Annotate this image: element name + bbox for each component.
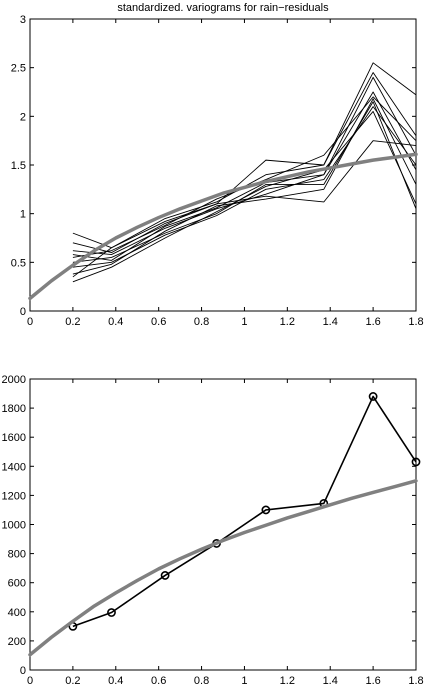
y-tick-label: 0: [20, 665, 26, 677]
variogram-series-line: [72, 62, 417, 249]
y-tick-label: 3: [20, 14, 26, 26]
x-tick-label: 1: [241, 316, 247, 328]
x-tick-label: 1.6: [365, 316, 380, 328]
chart-title: standardized. variograms for rain−residu…: [117, 2, 329, 14]
fitted-model-curve: [28, 479, 418, 657]
y-tick-label: 1200: [2, 490, 26, 502]
variogram-series-line: [72, 140, 417, 278]
x-tick-label: 1.8: [408, 675, 423, 685]
x-tick-label: 1.2: [280, 316, 295, 328]
y-tick-label: 600: [8, 578, 26, 590]
y-tick-label: 2: [20, 111, 26, 123]
x-tick-label: 0.6: [151, 316, 166, 328]
x-tick-label: 0: [27, 316, 33, 328]
plot-frame: [29, 18, 417, 312]
variogram-series-line: [72, 72, 417, 254]
y-tick-label: 2.5: [11, 63, 26, 75]
y-tick-label: 1400: [2, 461, 26, 473]
y-tick-label: 1000: [2, 520, 26, 532]
variogram-point-marker: [411, 457, 421, 467]
top-variogram-plot: 0 0.2 0.4 0.6 0.8 1 1.2 1.4 1.6 1.8 0 0.5 1 1.5 2 2.5 3: [11, 14, 424, 328]
y-tick-label: 1: [20, 209, 26, 221]
y-tick-label: 0: [20, 306, 26, 318]
x-tick-label: 0.4: [108, 316, 123, 328]
x-tick-label: 0.6: [151, 675, 166, 685]
y-tick-label: 1600: [2, 432, 26, 444]
x-tick-label: 0.2: [65, 316, 80, 328]
y-tick-label: 200: [8, 636, 26, 648]
variogram-point-marker: [261, 505, 271, 515]
y-tick-label: 1.5: [11, 160, 26, 172]
x-tick-label: 1.4: [323, 316, 338, 328]
variogram-series-line: [72, 91, 417, 261]
x-tick-label: 0.2: [65, 675, 80, 685]
y-tick-label: 800: [8, 549, 26, 561]
variogram-point-marker: [368, 392, 378, 401]
variogram-point-marker: [107, 608, 116, 617]
y-tick-label: 400: [8, 607, 26, 619]
x-tick-label: 1.8: [408, 316, 423, 328]
x-tick-label: 0.4: [108, 675, 123, 685]
bottom-variogram-plot: 0 0.2 0.4 0.6 0.8 1 1.2 1.4 1.6 1.8 0 200 400 600 800 1…: [2, 374, 424, 685]
fitted-model-curve: [28, 152, 418, 301]
x-tick-label: 0: [27, 675, 33, 685]
variogram-point-marker: [160, 571, 170, 580]
x-tick-label: 0.8: [194, 316, 209, 328]
x-tick-label: 1: [241, 675, 247, 685]
variogram-series-line: [72, 98, 417, 275]
x-tick-label: 1.2: [280, 675, 295, 685]
variogram-series-line: [72, 101, 417, 263]
x-tick-label: 0.8: [194, 675, 209, 685]
x-tick-label: 1.6: [365, 675, 380, 685]
y-tick-label: 2000: [2, 374, 26, 386]
plot-frame: [29, 378, 417, 671]
y-tick-label: 1800: [2, 403, 26, 415]
variogram-series-line: [72, 395, 417, 628]
variogram-series-line: [72, 76, 417, 255]
x-tick-label: 1.4: [323, 675, 338, 685]
variogram-series-line: [72, 111, 417, 283]
y-tick-label: 0.5: [11, 257, 26, 269]
